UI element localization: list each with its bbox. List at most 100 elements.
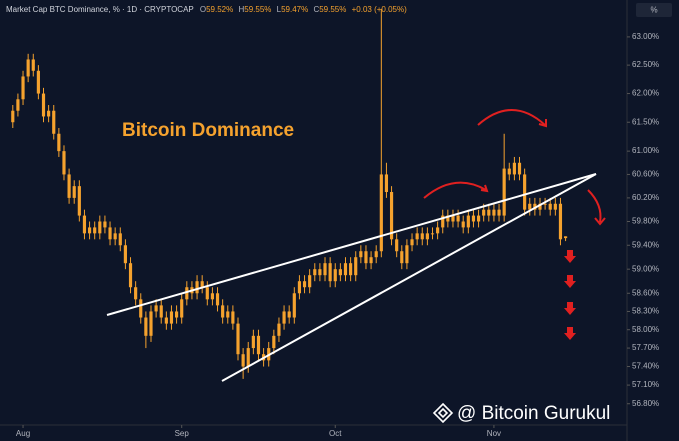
candle-body	[246, 348, 250, 367]
candle-body	[11, 110, 15, 123]
candle-body	[502, 168, 506, 216]
candle-body	[395, 239, 399, 252]
candle-body	[420, 233, 424, 240]
candle-body	[31, 59, 35, 71]
candle-body	[308, 275, 312, 288]
candle-body	[236, 323, 240, 355]
candle-body	[282, 311, 286, 324]
candle-body	[57, 133, 61, 152]
y-tick-label: 63.00%	[632, 32, 659, 41]
candle-body	[108, 227, 112, 240]
candle-body	[72, 186, 76, 198]
candle-body	[318, 269, 322, 276]
y-tick-label: 59.80%	[632, 217, 659, 226]
candle-body	[461, 221, 465, 228]
candle-body	[16, 99, 20, 111]
logo	[432, 402, 454, 424]
candle-body	[87, 227, 92, 234]
candle-body	[272, 335, 276, 349]
candle-body	[185, 287, 189, 300]
y-tick-label: 59.00%	[632, 264, 659, 273]
candle-body	[36, 70, 40, 94]
y-tick-label: 60.60%	[632, 170, 659, 179]
candle-body	[389, 192, 394, 240]
y-tick-label: 60.20%	[632, 193, 659, 202]
candle-body	[487, 209, 491, 216]
candle-body	[430, 233, 435, 235]
candle-body	[67, 174, 71, 198]
candle-body	[149, 311, 153, 336]
y-tick-label: 56.80%	[632, 399, 659, 408]
arrow	[423, 181, 487, 199]
candle-body	[343, 263, 348, 276]
ohlc-value: 59.55%	[244, 5, 271, 14]
x-tick-label: Aug	[16, 429, 30, 438]
trend-line	[221, 173, 597, 382]
candle-body	[456, 215, 460, 222]
candle-body	[26, 59, 30, 77]
unit-button-label[interactable]: %	[650, 6, 657, 15]
candle-body	[205, 287, 209, 300]
ohlc-label: O	[200, 5, 206, 14]
candle-body	[215, 293, 220, 306]
ohlc-value: 59.47%	[281, 5, 308, 14]
candle-body	[221, 305, 225, 318]
y-tick-label: 57.40%	[632, 362, 659, 371]
candle-body	[446, 215, 450, 222]
candle-body	[451, 215, 455, 222]
y-tick-label: 57.70%	[632, 343, 659, 352]
x-tick-label: Nov	[487, 429, 501, 438]
chart-title: Market Cap BTC Dominance, % · 1D · CRYPT…	[6, 5, 194, 14]
y-tick-label: 61.00%	[632, 146, 659, 155]
candle-body	[338, 269, 342, 276]
candle-body	[47, 110, 51, 117]
candle-body	[287, 311, 291, 318]
candle-body	[128, 263, 133, 288]
candle-body	[384, 174, 389, 193]
y-tick-label: 58.30%	[632, 307, 659, 316]
candle-body	[52, 110, 56, 134]
candle-body	[471, 215, 476, 222]
candle-body	[364, 251, 368, 264]
arrows	[423, 109, 606, 226]
candle-body	[349, 263, 353, 276]
candle-body	[323, 263, 327, 276]
candle-body	[523, 174, 527, 210]
candle-body	[507, 168, 511, 175]
candle-body	[159, 305, 163, 318]
unit-button[interactable]	[636, 3, 672, 17]
candle-body	[543, 203, 547, 205]
y-tick-label: 59.40%	[632, 240, 659, 249]
y-tick-label: 62.00%	[632, 89, 659, 98]
candle-body	[538, 203, 542, 210]
candle-body	[512, 162, 516, 175]
candle-body	[497, 209, 501, 216]
ohlc-value: 59.55%	[319, 5, 346, 14]
candle-body	[82, 215, 87, 234]
watermark: @ Bitcoin Gurukul	[457, 403, 610, 424]
candle-body	[180, 299, 184, 318]
down-arrow	[564, 327, 576, 340]
candle-body	[410, 239, 414, 246]
candle-body	[405, 245, 409, 264]
ohlc-label: H	[238, 5, 244, 14]
annotation: Bitcoin Dominance	[122, 120, 294, 141]
candle-body	[369, 257, 373, 264]
ohlc-label: L	[277, 5, 282, 14]
y-tick-label: 62.50%	[632, 60, 659, 69]
candle-body	[492, 209, 496, 216]
watermark-logo	[432, 402, 454, 424]
candle-body	[195, 281, 199, 294]
candle-body	[77, 186, 81, 216]
candle-body	[328, 263, 332, 282]
down-arrow	[564, 302, 576, 315]
change: +0.03 (+0.05%)	[352, 5, 407, 14]
down-arrow	[564, 275, 576, 288]
y-tick-label: 58.60%	[632, 288, 659, 297]
candle-body	[164, 317, 168, 324]
candle-body	[425, 233, 429, 240]
candle-body	[359, 251, 363, 258]
candle-body	[251, 335, 255, 349]
candle-body	[93, 227, 97, 234]
